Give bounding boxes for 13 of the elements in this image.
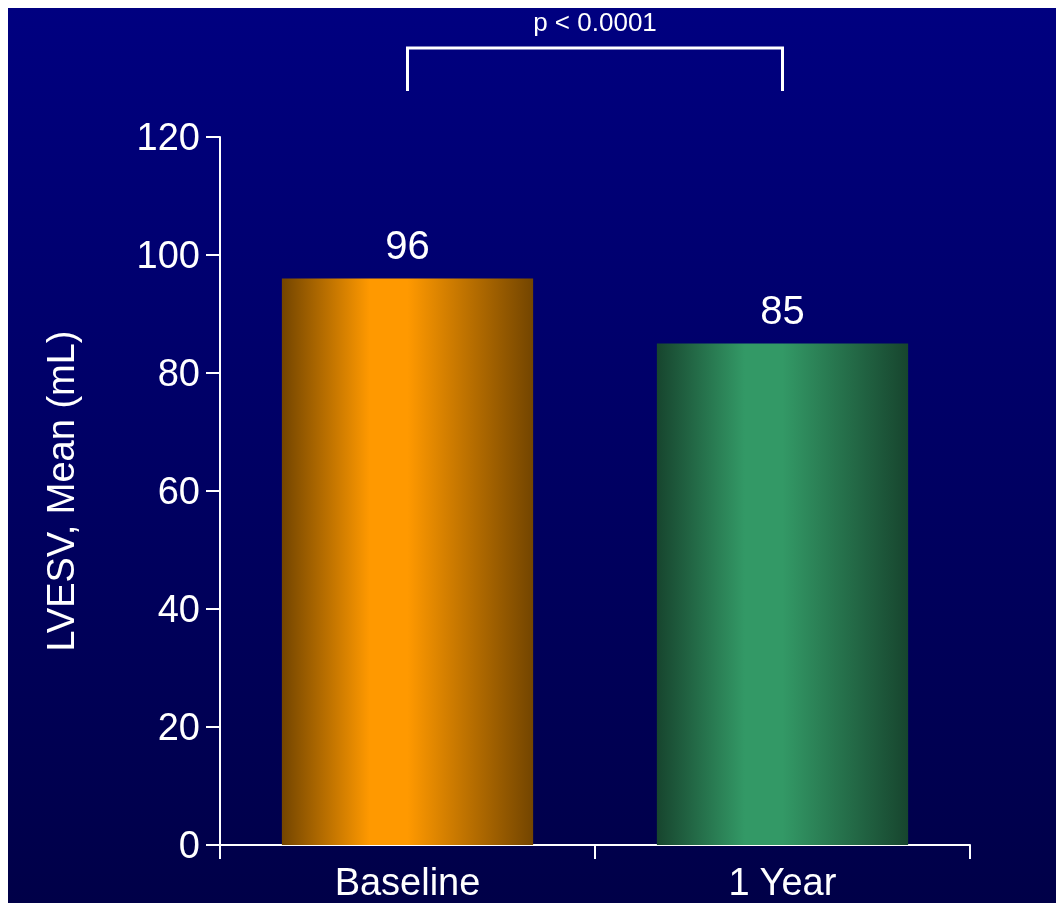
y-tick-label: 40 — [157, 588, 200, 630]
y-tick-label: 80 — [157, 352, 200, 394]
y-tick-label: 0 — [178, 824, 200, 866]
y-tick-label: 20 — [157, 706, 200, 748]
x-tick-label: 1 Year — [728, 861, 837, 903]
x-tick-label: Baseline — [334, 861, 481, 903]
y-axis-title: LVESV, Mean (mL) — [40, 330, 82, 652]
y-tick-label: 100 — [136, 234, 200, 276]
y-tick-label: 60 — [157, 470, 200, 512]
text: p < 0.0001 — [533, 7, 657, 37]
data-label: 96 — [385, 222, 430, 267]
data-label: 85 — [760, 287, 805, 332]
y-tick-label: 120 — [136, 116, 200, 158]
